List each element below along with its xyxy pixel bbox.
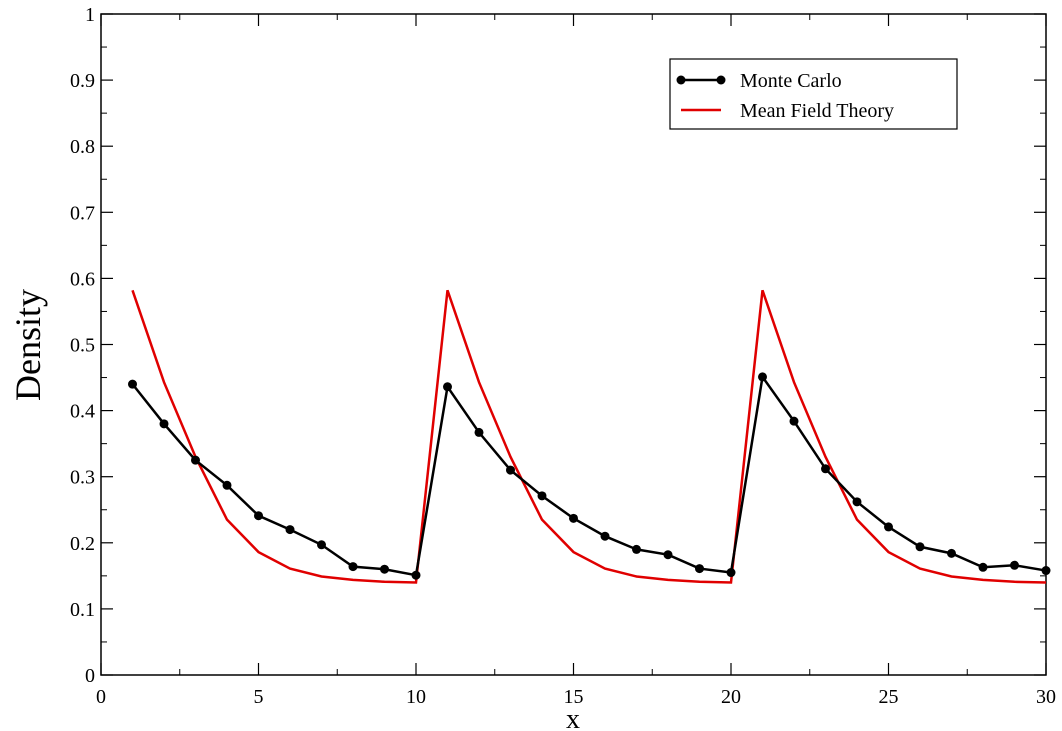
legend-label-mean-field-theory: Mean Field Theory xyxy=(740,100,894,122)
y-tick-label: 0.4 xyxy=(70,401,95,423)
y-tick-label: 0.7 xyxy=(70,202,95,224)
y-axis-ticks: 0 0.1 0.2 0.3 0.4 0.5 0.6 0.7 0.8 0.9 1 xyxy=(70,4,1046,687)
data-point-monte-carlo xyxy=(191,455,200,465)
data-point-monte-carlo xyxy=(789,416,799,426)
data-point-monte-carlo xyxy=(884,522,893,532)
y-tick-label: 0.9 xyxy=(70,70,95,92)
x-tick-label: 20 xyxy=(721,686,741,708)
y-tick-label: 0.5 xyxy=(70,335,95,357)
data-point-monte-carlo xyxy=(758,372,767,382)
y-tick-label: 1 xyxy=(85,4,95,26)
series-line-monte-carlo xyxy=(131,373,1047,577)
data-point-monte-carlo xyxy=(632,544,641,554)
data-point-monte-carlo xyxy=(915,542,925,552)
y-tick-label: 0.8 xyxy=(70,136,95,158)
series-line-mean-field-theory xyxy=(131,289,1047,584)
legend-marker xyxy=(716,75,726,85)
x-tick-label: 25 xyxy=(879,686,899,708)
data-point-monte-carlo xyxy=(285,525,295,535)
series-layer xyxy=(128,289,1051,584)
data-point-monte-carlo xyxy=(600,531,610,541)
x-tick-label: 10 xyxy=(406,686,426,708)
x-tick-label: 5 xyxy=(254,686,264,708)
data-point-monte-carlo xyxy=(569,513,578,523)
legend-box xyxy=(669,58,958,130)
data-point-monte-carlo xyxy=(380,564,389,574)
data-point-monte-carlo xyxy=(443,382,452,392)
data-point-monte-carlo xyxy=(254,511,263,521)
data-point-monte-carlo xyxy=(947,548,956,558)
x-axis-title: x xyxy=(566,704,580,731)
y-tick-label: 0.1 xyxy=(70,599,95,621)
data-point-monte-carlo xyxy=(222,480,232,490)
x-axis-ticks: 0 5 10 15 20 25 30 xyxy=(96,14,1056,708)
x-tick-label: 15 xyxy=(564,686,584,708)
legend: Monte Carlo Mean Field Theory xyxy=(669,58,958,130)
data-point-monte-carlo xyxy=(978,562,988,572)
data-point-monte-carlo xyxy=(411,570,421,580)
data-point-monte-carlo xyxy=(159,419,169,429)
data-point-monte-carlo xyxy=(317,540,326,550)
data-point-monte-carlo xyxy=(348,562,358,572)
y-tick-label: 0.2 xyxy=(70,533,95,555)
y-tick-label: 0.3 xyxy=(70,467,95,489)
data-point-monte-carlo xyxy=(852,497,862,507)
legend-marker xyxy=(676,75,686,85)
data-point-monte-carlo xyxy=(821,464,830,474)
data-point-monte-carlo xyxy=(1041,566,1051,576)
legend-label-monte-carlo: Monte Carlo xyxy=(740,70,842,92)
data-point-monte-carlo xyxy=(1010,560,1019,570)
data-point-monte-carlo xyxy=(663,550,673,560)
y-axis-title: Density xyxy=(8,289,48,401)
y-tick-label: 0 xyxy=(85,665,95,687)
y-tick-label: 0.6 xyxy=(70,268,95,290)
x-tick-label: 0 xyxy=(96,686,106,708)
data-point-monte-carlo xyxy=(506,465,515,475)
data-point-monte-carlo xyxy=(695,564,704,574)
data-point-monte-carlo xyxy=(537,491,547,501)
data-point-monte-carlo xyxy=(726,568,736,578)
data-point-monte-carlo xyxy=(474,427,484,437)
x-tick-label: 30 xyxy=(1036,686,1056,708)
data-point-monte-carlo xyxy=(128,379,137,389)
